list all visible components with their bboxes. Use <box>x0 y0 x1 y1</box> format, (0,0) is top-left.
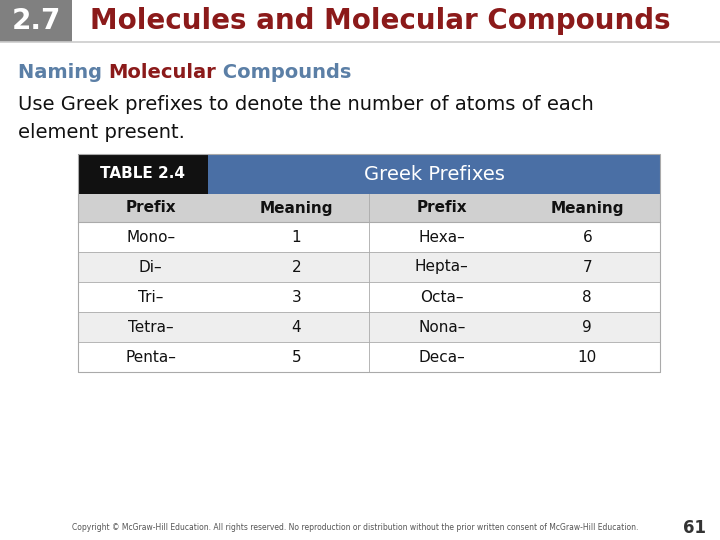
Text: Nona–: Nona– <box>418 320 465 334</box>
Bar <box>78 312 660 342</box>
Text: 3: 3 <box>292 289 301 305</box>
Text: 8: 8 <box>582 289 592 305</box>
Text: Di–: Di– <box>139 260 163 274</box>
Bar <box>78 194 660 222</box>
Text: 1: 1 <box>292 230 301 245</box>
Text: 2: 2 <box>292 260 301 274</box>
Bar <box>0 0 72 42</box>
Text: 2.7: 2.7 <box>12 7 60 35</box>
Text: Copyright © McGraw-Hill Education. All rights reserved. No reproduction or distr: Copyright © McGraw-Hill Education. All r… <box>72 523 638 532</box>
Text: Meaning: Meaning <box>259 200 333 215</box>
Text: Deca–: Deca– <box>418 349 465 364</box>
Text: Naming: Naming <box>18 63 109 82</box>
Text: 5: 5 <box>292 349 301 364</box>
Bar <box>78 222 660 252</box>
Text: Compounds: Compounds <box>217 63 352 82</box>
Text: Meaning: Meaning <box>551 200 624 215</box>
Text: Molecular: Molecular <box>109 63 217 82</box>
Text: Molecules and Molecular Compounds: Molecules and Molecular Compounds <box>90 7 670 35</box>
Bar <box>78 154 660 372</box>
Text: 9: 9 <box>582 320 592 334</box>
Text: Tetra–: Tetra– <box>128 320 174 334</box>
Text: Penta–: Penta– <box>125 349 176 364</box>
Text: Prefix: Prefix <box>125 200 176 215</box>
Text: Use Greek prefixes to denote the number of atoms of each: Use Greek prefixes to denote the number … <box>18 94 594 113</box>
Text: TABLE 2.4: TABLE 2.4 <box>101 166 186 181</box>
Text: 4: 4 <box>292 320 301 334</box>
Text: Hepta–: Hepta– <box>415 260 469 274</box>
Bar <box>208 154 660 194</box>
Text: Greek Prefixes: Greek Prefixes <box>364 165 505 184</box>
Text: Hexa–: Hexa– <box>418 230 465 245</box>
Bar <box>78 342 660 372</box>
Bar <box>78 252 660 282</box>
Text: 10: 10 <box>577 349 597 364</box>
Text: Tri–: Tri– <box>138 289 163 305</box>
Text: 7: 7 <box>582 260 592 274</box>
Text: Mono–: Mono– <box>126 230 175 245</box>
Text: 6: 6 <box>582 230 592 245</box>
Bar <box>78 282 660 312</box>
Text: Octa–: Octa– <box>420 289 464 305</box>
Text: 61: 61 <box>683 519 706 537</box>
Text: element present.: element present. <box>18 123 185 141</box>
Bar <box>78 154 208 194</box>
Text: Prefix: Prefix <box>416 200 467 215</box>
